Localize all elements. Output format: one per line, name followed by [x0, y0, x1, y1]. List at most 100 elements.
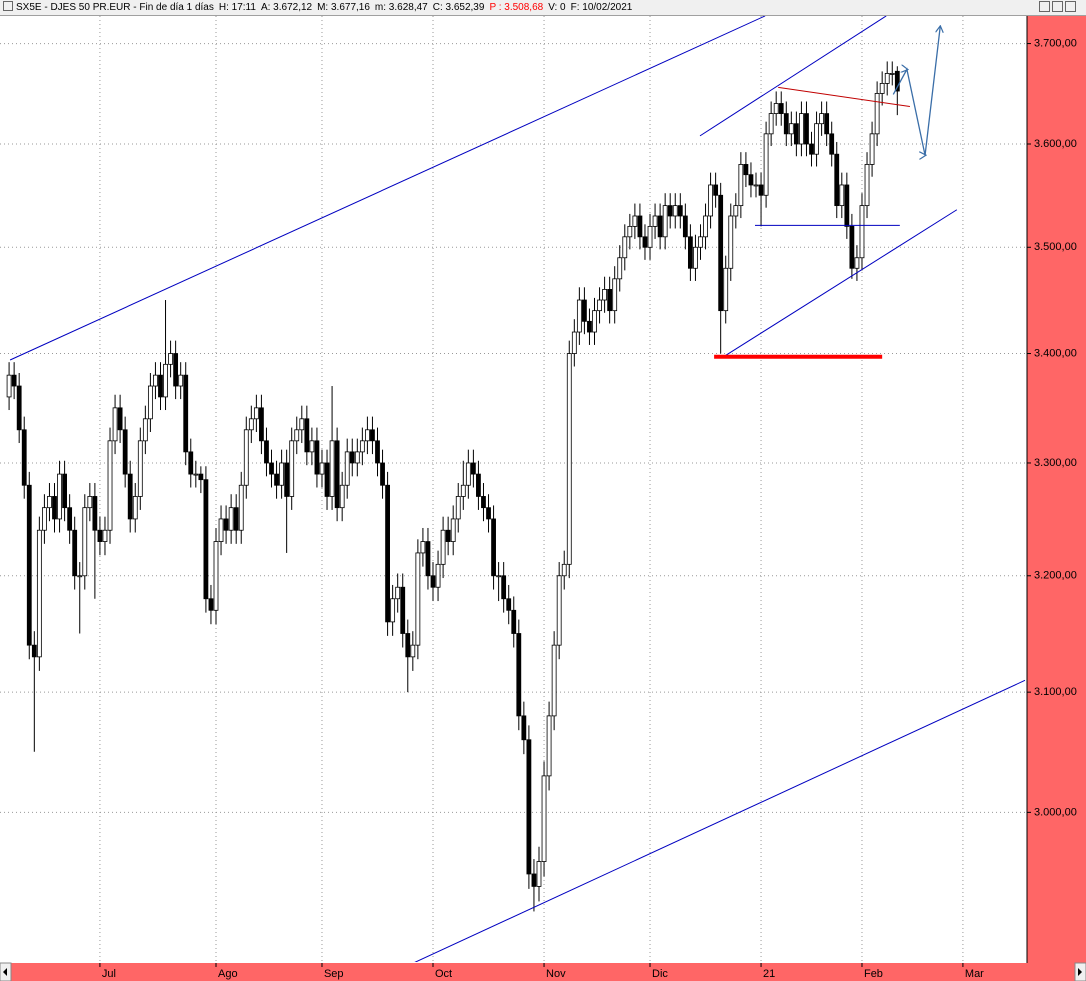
- candle-body: [259, 407, 264, 442]
- candle-body: [496, 575, 502, 578]
- candle-body: [753, 184, 759, 187]
- candle-body: [62, 473, 67, 509]
- candle-body: [380, 462, 385, 486]
- candle-body: [77, 575, 83, 578]
- candle-body: [410, 644, 416, 658]
- candle-body: [107, 440, 113, 531]
- candle-body: [556, 575, 562, 646]
- x-tick-label: Mar: [965, 968, 984, 980]
- header-field: m: 3.628,47: [374, 2, 428, 13]
- candle-body: [501, 575, 507, 600]
- candle-body: [370, 429, 375, 442]
- trend-line: [699, 16, 887, 137]
- candle-body: [571, 331, 577, 354]
- y-tick-label: 3.000,00: [1034, 806, 1077, 818]
- candle-body: [52, 496, 57, 520]
- candle-body: [632, 215, 638, 227]
- candle-body: [147, 385, 153, 420]
- candle-body: [622, 236, 628, 259]
- candle-body: [687, 236, 693, 269]
- candle-body: [662, 205, 668, 238]
- scroll-right-arrow: [1078, 968, 1082, 976]
- trend-line: [9, 16, 766, 361]
- candle-body: [511, 609, 517, 634]
- candle-body: [92, 496, 98, 531]
- candle-body: [415, 552, 421, 646]
- candle-body: [269, 462, 274, 475]
- candle-body: [400, 586, 406, 634]
- candle-body: [460, 484, 466, 497]
- symbol: SX5E - DJES 50 PR.EUR - Fin de día 1 día…: [16, 2, 214, 13]
- candle-body: [279, 462, 285, 486]
- candle-body: [158, 374, 163, 398]
- trend-line: [778, 86, 910, 108]
- candle-body: [597, 299, 602, 312]
- candle-body: [284, 462, 290, 497]
- header-field: H: 17:11: [218, 2, 256, 13]
- x-tick-label: 21: [763, 968, 775, 980]
- candle-body: [536, 861, 542, 887]
- candle-body: [132, 496, 138, 520]
- candle-body: [188, 451, 194, 475]
- menu-icon[interactable]: [3, 1, 13, 11]
- candle-body: [67, 507, 73, 531]
- candle-body: [617, 257, 623, 280]
- candle-body: [87, 496, 93, 509]
- candle-body: [218, 518, 224, 542]
- candle-body: [763, 133, 769, 196]
- candle-body: [445, 529, 451, 542]
- candle-body: [57, 473, 62, 520]
- candle-body: [385, 484, 390, 623]
- candle-body: [491, 518, 496, 577]
- candle-body: [405, 633, 411, 658]
- candle-body: [551, 644, 557, 717]
- candle-body: [778, 103, 784, 114]
- candle-body: [521, 715, 527, 741]
- window-buttons[interactable]: [1038, 1, 1077, 17]
- candle-body: [82, 507, 88, 577]
- candle-body: [682, 215, 688, 238]
- candle-body: [476, 473, 481, 497]
- candle-body: [198, 473, 204, 481]
- candle-body: [112, 407, 118, 442]
- candle-body: [783, 113, 789, 135]
- candle-body: [304, 418, 310, 453]
- x-tick-label: Oct: [435, 968, 452, 980]
- candle-body: [879, 83, 885, 94]
- candle-body: [102, 529, 108, 542]
- drawn-arrow: [892, 27, 940, 155]
- header-field: F: 10/02/2021: [570, 2, 633, 13]
- candle-body: [233, 507, 239, 531]
- candle-body: [693, 246, 698, 269]
- header-field: C: 3.652,39: [432, 2, 485, 13]
- header-field: P : 3.508,68: [489, 2, 544, 13]
- candle-body: [299, 418, 305, 431]
- candle-body: [637, 215, 643, 238]
- candle-body: [844, 184, 850, 227]
- y-tick-label: 3.200,00: [1034, 570, 1077, 582]
- candle-body: [294, 429, 300, 442]
- header-field: A: 3.672,12: [260, 2, 313, 13]
- header-field: M: 3.677,16: [317, 2, 370, 13]
- y-tick-label: 3.500,00: [1034, 241, 1077, 253]
- candle-body: [541, 775, 547, 862]
- candle-body: [47, 496, 52, 509]
- candle-body: [183, 374, 189, 453]
- candle-body: [375, 440, 380, 464]
- candle-body: [349, 451, 355, 464]
- candle-body: [334, 440, 340, 509]
- candle-body: [163, 363, 168, 398]
- candle-body: [884, 73, 890, 84]
- header-field: V: 0: [548, 2, 566, 13]
- candle-body: [602, 289, 607, 301]
- candle-body: [324, 462, 330, 497]
- candle-body: [253, 407, 259, 420]
- candle-body: [814, 123, 819, 155]
- candle-body: [839, 184, 845, 207]
- candle-body: [526, 739, 532, 875]
- candle-body: [142, 418, 148, 442]
- candle-body: [228, 507, 234, 531]
- scroll-left-arrow: [3, 968, 7, 976]
- x-tick-label: Sep: [324, 968, 344, 980]
- candle-body: [849, 225, 855, 269]
